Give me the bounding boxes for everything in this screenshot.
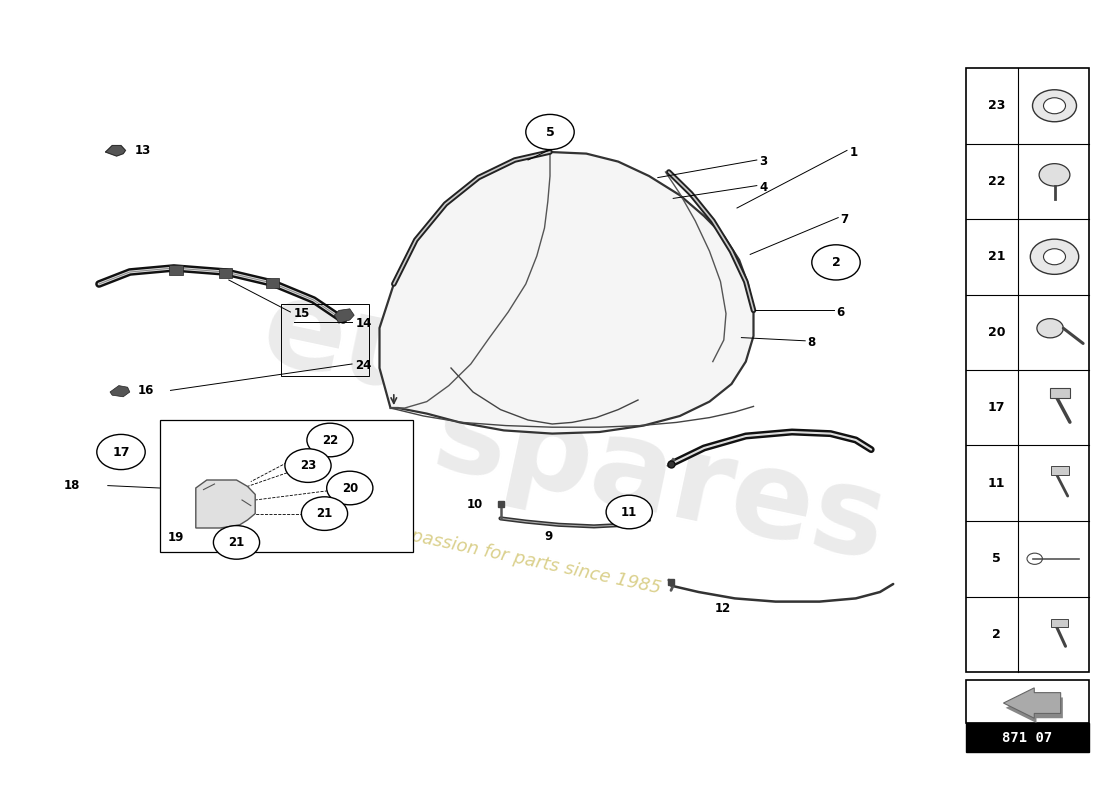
Text: 1: 1 bbox=[849, 146, 857, 158]
Text: 17: 17 bbox=[988, 402, 1005, 414]
Text: 7: 7 bbox=[840, 213, 848, 226]
Circle shape bbox=[301, 497, 348, 530]
Text: euro: euro bbox=[252, 270, 584, 450]
Circle shape bbox=[97, 434, 145, 470]
Text: 10: 10 bbox=[466, 498, 483, 510]
Circle shape bbox=[1031, 239, 1079, 274]
Circle shape bbox=[307, 423, 353, 457]
Text: 21: 21 bbox=[988, 250, 1005, 263]
Circle shape bbox=[213, 526, 260, 559]
Text: 9: 9 bbox=[544, 530, 552, 542]
Polygon shape bbox=[196, 480, 255, 528]
Text: 16: 16 bbox=[138, 384, 154, 397]
Text: 4: 4 bbox=[759, 181, 767, 194]
Circle shape bbox=[812, 245, 860, 280]
Text: spares: spares bbox=[424, 375, 896, 585]
Text: 18: 18 bbox=[64, 479, 80, 492]
Bar bbox=[966, 680, 1089, 723]
Text: 14: 14 bbox=[355, 317, 372, 330]
Polygon shape bbox=[106, 146, 125, 156]
Bar bbox=[266, 278, 279, 288]
Text: 871 07: 871 07 bbox=[1002, 730, 1053, 745]
Polygon shape bbox=[379, 152, 754, 434]
Polygon shape bbox=[110, 386, 130, 397]
Circle shape bbox=[1037, 318, 1064, 338]
Text: 21: 21 bbox=[229, 536, 244, 549]
Text: 6: 6 bbox=[836, 306, 845, 318]
Text: 22: 22 bbox=[988, 174, 1005, 188]
Circle shape bbox=[526, 114, 574, 150]
Text: 13: 13 bbox=[134, 144, 151, 157]
Text: 17: 17 bbox=[112, 446, 130, 458]
Text: 15: 15 bbox=[294, 307, 310, 320]
Polygon shape bbox=[334, 309, 354, 323]
Text: 2: 2 bbox=[992, 628, 1001, 641]
Text: 24: 24 bbox=[355, 359, 372, 372]
Text: 21: 21 bbox=[317, 507, 332, 520]
Bar bbox=[280, 304, 368, 376]
Text: 11: 11 bbox=[988, 477, 1005, 490]
Text: 20: 20 bbox=[342, 482, 358, 494]
Bar bbox=[1052, 619, 1068, 627]
Text: 11: 11 bbox=[621, 506, 637, 518]
Text: 5: 5 bbox=[546, 126, 554, 138]
Bar bbox=[966, 68, 1089, 672]
Text: 23: 23 bbox=[988, 99, 1005, 112]
Text: 23: 23 bbox=[300, 459, 316, 472]
Bar bbox=[160, 420, 412, 552]
Circle shape bbox=[1044, 249, 1066, 265]
Bar bbox=[1050, 388, 1070, 398]
Bar bbox=[966, 723, 1089, 752]
Text: 22: 22 bbox=[322, 434, 338, 446]
Text: 19: 19 bbox=[167, 531, 184, 544]
Circle shape bbox=[1033, 90, 1077, 122]
Bar bbox=[1052, 466, 1069, 475]
Text: 2: 2 bbox=[832, 256, 840, 269]
Text: 8: 8 bbox=[807, 336, 815, 349]
Circle shape bbox=[1040, 164, 1070, 186]
Text: 5: 5 bbox=[992, 552, 1001, 566]
Circle shape bbox=[1044, 98, 1066, 114]
Circle shape bbox=[285, 449, 331, 482]
FancyArrow shape bbox=[1003, 688, 1060, 718]
Bar bbox=[169, 265, 183, 275]
Circle shape bbox=[327, 471, 373, 505]
FancyArrow shape bbox=[1005, 693, 1063, 723]
Text: 12: 12 bbox=[715, 602, 732, 614]
Text: a passion for parts since 1985: a passion for parts since 1985 bbox=[393, 523, 663, 597]
Text: 20: 20 bbox=[988, 326, 1005, 338]
Text: 3: 3 bbox=[759, 155, 767, 168]
Bar bbox=[219, 268, 232, 278]
Circle shape bbox=[606, 495, 652, 529]
